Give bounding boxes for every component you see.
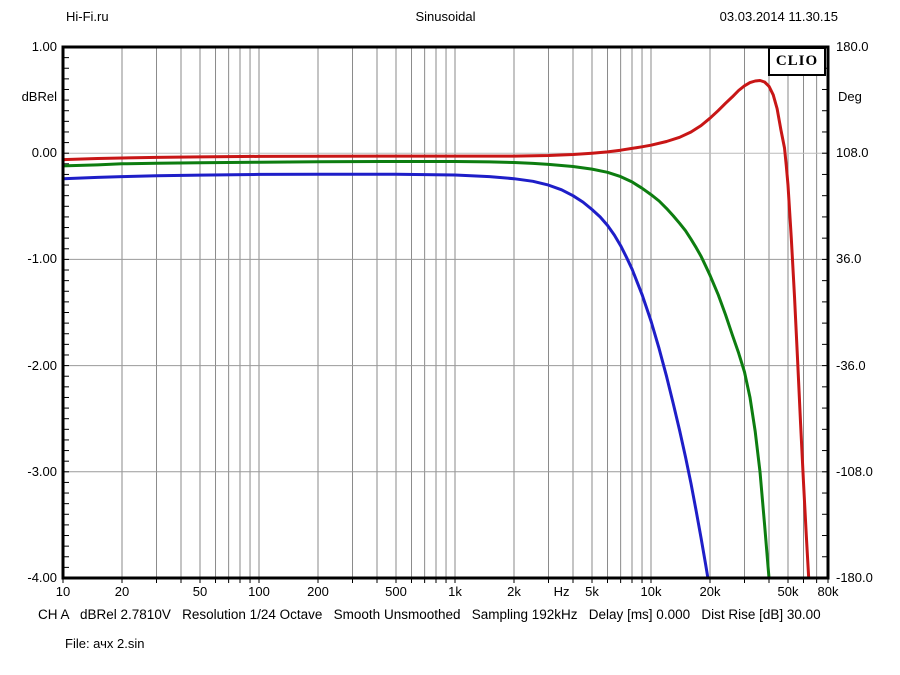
left-axis-tick-label: -1.00 [27,251,57,267]
blue-curve [63,172,710,578]
left-axis-tick-label: 1.00 [31,39,57,54]
clio-logo-badge: CLIO [768,47,826,76]
x-axis-tick-label: 50 [192,584,208,599]
right-axis-tick-label: 108.0 [836,145,869,161]
x-axis-tick-label: 80k [817,584,839,599]
x-axis-tick-label: 1k [448,584,462,599]
measurement-settings-line: CH A dBRel 2.7810V Resolution 1/24 Octav… [38,607,821,622]
x-axis-tick-label: 10 [55,584,71,599]
left-axis-tick-label: -4.00 [27,570,57,585]
right-axis-tick-label: 36.0 [836,251,862,267]
right-axis-tick-label: -180.0 [836,570,873,585]
x-axis-tick-label: 10k [640,584,662,599]
right-axis-tick-label: 180.0 [836,39,869,54]
green-curve [63,160,771,578]
right-axis-tick-label: -36.0 [836,357,866,373]
x-axis-tick-label: 50k [777,584,799,599]
frequency-response-plot [61,45,830,583]
x-axis-tick-label: 5k [585,584,599,599]
file-name-line: File: ачх 2.sin [65,636,145,651]
red-curve [63,79,811,578]
right-axis-tick-label: -108.0 [836,463,873,479]
header-datetime: 03.03.2014 11.30.15 [719,9,838,24]
x-axis-tick-label: 20k [699,584,721,599]
x-axis-tick-label: 2k [507,584,521,599]
right-axis-title: Deg [838,89,862,105]
x-axis-unit-label: Hz [553,584,570,599]
x-axis-tick-label: 20 [114,584,130,599]
left-axis-tick-label: 0.00 [31,145,57,161]
x-axis-tick-label: 500 [385,584,407,599]
plot-frame [61,45,830,580]
header-measurement-type: Sinusoidal [415,9,476,24]
left-axis-tick-label: -2.00 [27,357,57,373]
x-axis-tick-label: 100 [248,584,270,599]
left-axis-title: dBRel [21,88,57,104]
header-site-label: Hi-Fi.ru [66,9,109,24]
x-axis-tick-label: 200 [307,584,329,599]
left-axis-tick-label: -3.00 [27,463,57,479]
